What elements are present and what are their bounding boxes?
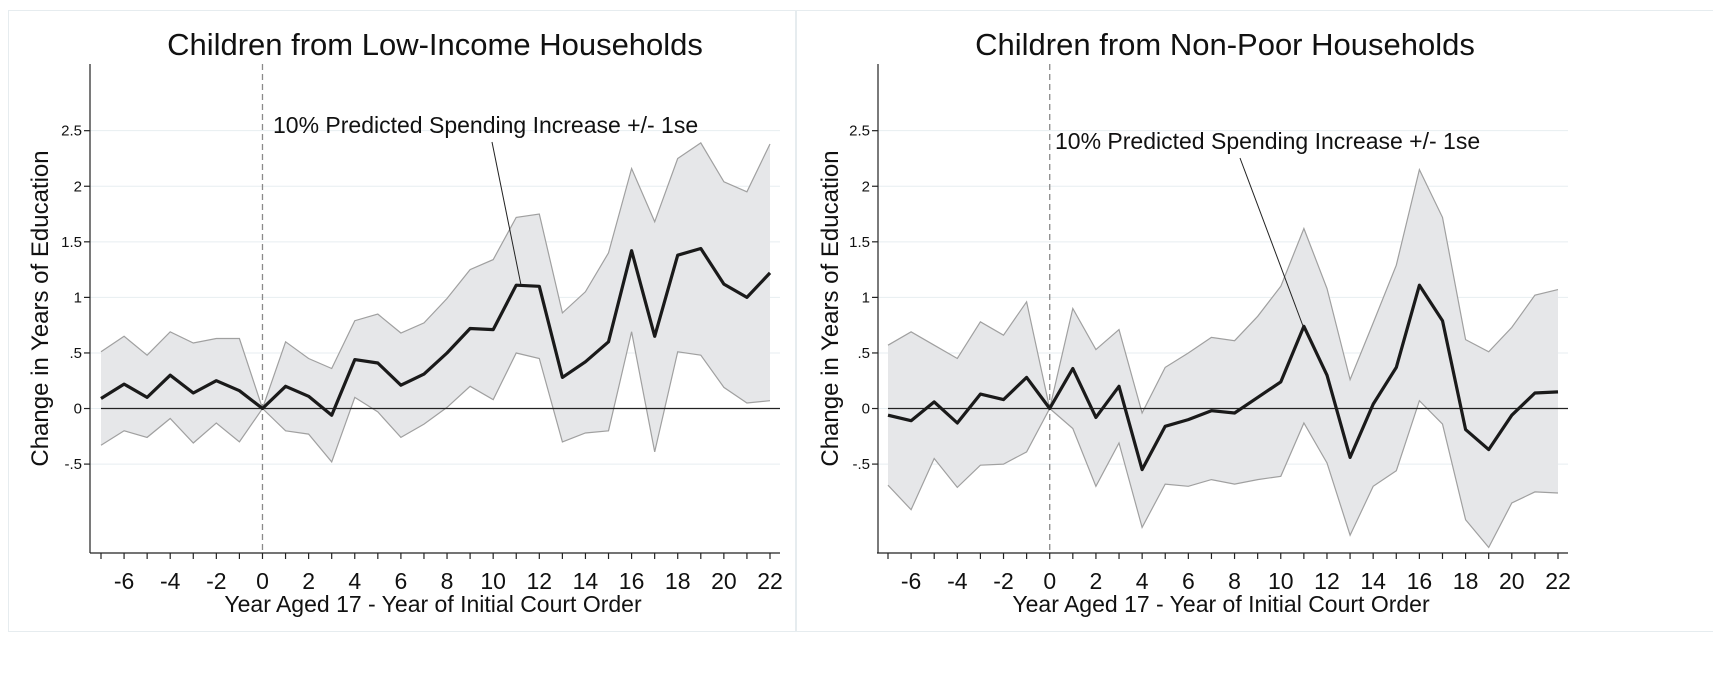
x-tick-label: 0 <box>1043 568 1056 594</box>
x-tick-label: 10 <box>480 568 506 594</box>
x-tick-label: 8 <box>441 568 454 594</box>
y-tick-label: -.5 <box>852 456 870 473</box>
x-tick-label: 2 <box>1090 568 1103 594</box>
x-tick-label: 8 <box>1228 568 1241 594</box>
x-tick-label: 22 <box>757 568 783 594</box>
confidence-band <box>101 142 770 462</box>
x-tick-label: 14 <box>1360 568 1386 594</box>
y-axis-label: Change in Years of Education <box>817 150 844 466</box>
y-tick-label: 2 <box>862 178 870 195</box>
y-tick-label: .5 <box>69 345 82 362</box>
x-axis-label: Year Aged 17 - Year of Initial Court Ord… <box>1012 591 1430 617</box>
x-tick-label: 4 <box>348 568 361 594</box>
y-tick-label: 2 <box>74 178 82 195</box>
x-tick-label: 2 <box>302 568 315 594</box>
y-tick-label: 0 <box>74 401 82 418</box>
chart-non-poor: 2.521.51.50-.5-6 -4 -2 0 2 4 6 8 10 12 14 16 18 20 22C… <box>817 27 1571 617</box>
annotation-pointer-line <box>491 141 522 286</box>
y-tick-label: 1 <box>74 289 82 306</box>
y-tick-label: 1.5 <box>849 234 870 251</box>
estimate-line <box>887 283 1559 472</box>
x-tick-label: -2 <box>993 568 1013 594</box>
x-tick-label: 16 <box>619 568 645 594</box>
annotation-pointer-line <box>1239 157 1304 327</box>
chart-title: Children from Non-Poor Households <box>975 27 1475 62</box>
x-tick-label: -6 <box>901 568 921 594</box>
annotation-text: 10% Predicted Spending Increase +/- 1se <box>1055 128 1480 154</box>
x-tick-label: 12 <box>527 568 553 594</box>
x-tick-label: 6 <box>394 568 407 594</box>
y-tick-label: -.5 <box>64 456 82 473</box>
x-tick-label: 22 <box>1545 568 1571 594</box>
upper-bound-line <box>887 167 1559 415</box>
x-tick-label: 6 <box>1182 568 1195 594</box>
x-tick-label: -4 <box>160 568 181 594</box>
confidence-band <box>888 169 1558 548</box>
upper-bound-line <box>100 142 771 411</box>
x-tick-label: 18 <box>1453 568 1479 594</box>
x-tick-label: 14 <box>573 568 599 594</box>
x-tick-label: 12 <box>1314 568 1340 594</box>
x-tick-label: -2 <box>206 568 226 594</box>
x-axis-label: Year Aged 17 - Year of Initial Court Ord… <box>224 591 642 617</box>
lower-bound-line <box>100 331 771 464</box>
x-tick-label: 0 <box>256 568 269 594</box>
x-tick-label: -4 <box>947 568 968 594</box>
x-tick-label: 10 <box>1268 568 1294 594</box>
lower-bound-line <box>887 399 1559 549</box>
estimate-line <box>100 246 772 417</box>
x-tick-label: 20 <box>1499 568 1525 594</box>
x-tick-label: 20 <box>711 568 737 594</box>
x-tick-label: 4 <box>1136 568 1149 594</box>
annotation-text: 10% Predicted Spending Increase +/- 1se <box>273 112 698 138</box>
y-axis-label: Change in Years of Education <box>27 150 54 466</box>
y-tick-label: 2.5 <box>849 123 870 140</box>
y-tick-label: 1.5 <box>61 234 82 251</box>
x-tick-label: -6 <box>114 568 134 594</box>
x-tick-label: 16 <box>1407 568 1433 594</box>
x-tick-label: 18 <box>665 568 691 594</box>
y-tick-label: 0 <box>862 401 870 418</box>
chart-low-income: 2.521.51.50-.5-6 -4 -2 0 2 4 6 8 10 12 14 16 18 20 22C… <box>27 27 783 617</box>
y-tick-label: 1 <box>862 289 870 306</box>
y-tick-label: 2.5 <box>61 123 82 140</box>
y-tick-label: .5 <box>857 345 870 362</box>
chart-title: Children from Low-Income Households <box>167 27 703 62</box>
